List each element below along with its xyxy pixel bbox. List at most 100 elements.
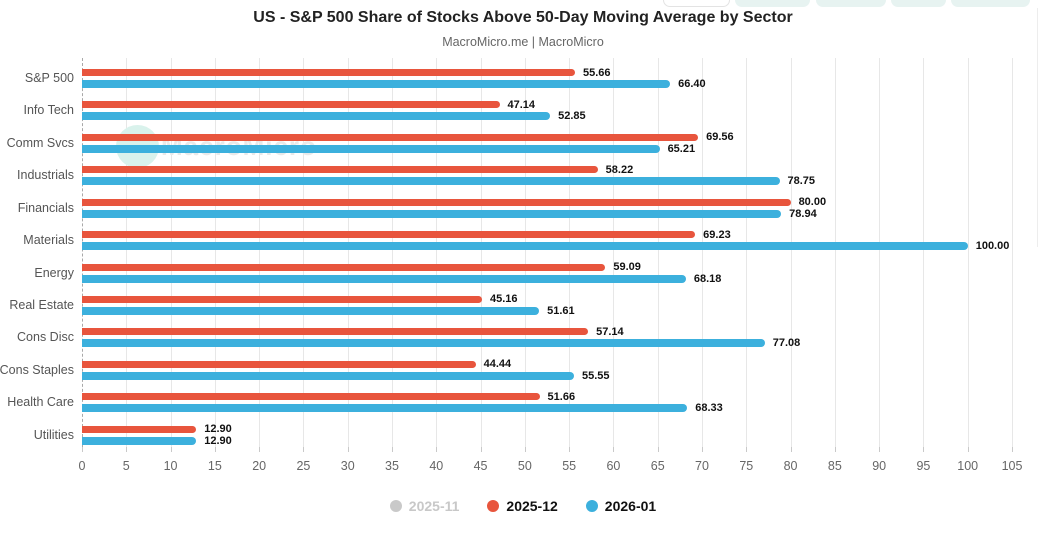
toolbar-button[interactable] <box>951 0 1030 7</box>
bar-2025-12[interactable] <box>82 69 575 76</box>
gridline <box>524 58 526 447</box>
x-tickmark <box>170 447 172 452</box>
x-tickmark <box>436 447 438 452</box>
x-tickmark <box>303 447 305 452</box>
bar-2025-12[interactable] <box>82 231 696 239</box>
x-tickmark <box>126 447 128 452</box>
bar-2025-12[interactable] <box>82 425 197 433</box>
gridline <box>702 58 703 447</box>
bar-2026-01[interactable] <box>82 80 671 88</box>
bar-2025-12[interactable] <box>82 198 791 206</box>
toolbar-button[interactable] <box>891 0 946 7</box>
toolbar-button[interactable] <box>663 0 730 7</box>
bar-value-label: 77.08 <box>772 337 801 350</box>
x-tickmark <box>82 447 83 452</box>
bar-value-label: 47.14 <box>507 98 536 111</box>
chart-title: US - S&P 500 Share of Stocks Above 50-Da… <box>253 9 793 26</box>
x-tick-label: 70 <box>695 459 709 473</box>
gridline <box>347 58 349 447</box>
legend-item-2026-01[interactable]: 2026-01 <box>585 498 656 514</box>
gridline <box>790 58 792 447</box>
bar-2025-12[interactable] <box>82 101 500 109</box>
x-tick-label: 15 <box>207 459 222 473</box>
bar-2025-12[interactable] <box>82 360 476 368</box>
x-tick-label: 100 <box>957 459 979 473</box>
bar-value-label: 69.23 <box>703 228 731 241</box>
legend-item-2025-11[interactable]: 2025-11 <box>389 498 459 514</box>
x-tick-label: 105 <box>1001 459 1023 473</box>
bar-2025-12[interactable] <box>82 166 598 174</box>
x-tickmark <box>790 447 792 452</box>
y-axis-label: Comm Svcs <box>6 135 74 150</box>
gridline <box>834 58 836 447</box>
gridline <box>569 58 571 447</box>
gridline <box>746 58 748 447</box>
x-tickmark <box>214 447 216 452</box>
bar-2026-01[interactable] <box>82 112 551 121</box>
bar-value-label: 45.16 <box>489 293 518 306</box>
bar-value-label: 52.85 <box>558 110 586 123</box>
bar-value-label: 65.21 <box>667 142 696 155</box>
bar-2026-01[interactable] <box>82 404 688 413</box>
bar-2026-01[interactable] <box>82 436 197 445</box>
bar-value-label: 51.66 <box>547 390 576 403</box>
toolbar-button[interactable] <box>735 0 810 7</box>
x-tick-label: 75 <box>739 459 754 473</box>
x-tick-label: 25 <box>296 459 311 473</box>
legend-item-2025-12[interactable]: 2025-12 <box>487 498 558 514</box>
y-axis-label: Cons Disc <box>17 330 74 345</box>
x-tick-label: 65 <box>650 459 665 473</box>
bar-value-label: 55.55 <box>582 369 610 382</box>
y-axis-label: Health Care <box>7 395 74 410</box>
x-tick-label: 60 <box>606 459 621 473</box>
gridline <box>613 58 615 447</box>
bar-2026-01[interactable] <box>82 144 660 153</box>
bar-2026-01[interactable] <box>82 339 765 348</box>
gridline <box>480 58 482 447</box>
x-tickmark <box>746 447 748 452</box>
gridline <box>259 58 261 447</box>
bar-2026-01[interactable] <box>82 209 782 218</box>
bar-2026-01[interactable] <box>82 371 574 380</box>
x-tickmark <box>879 447 881 452</box>
x-tick-label: 55 <box>562 459 577 473</box>
bar-value-label: 12.90 <box>204 423 232 436</box>
bar-2025-12[interactable] <box>82 295 482 303</box>
bar-2025-12[interactable] <box>82 393 540 401</box>
bar-2026-01[interactable] <box>82 274 686 283</box>
x-tickmark <box>524 447 526 452</box>
bar-2026-01[interactable] <box>82 306 540 315</box>
y-axis-label: Real Estate <box>9 297 74 312</box>
bar-2025-12[interactable] <box>82 328 589 336</box>
x-tickmark <box>480 447 482 452</box>
legend-label: 2025-12 <box>506 498 558 514</box>
y-axis-label: Cons Staples <box>0 362 74 377</box>
bar-2026-01[interactable] <box>82 177 780 186</box>
gridline <box>214 58 216 447</box>
gridline <box>303 58 305 447</box>
bar-2025-12[interactable] <box>82 263 606 271</box>
x-tick-label: 10 <box>163 459 178 473</box>
legend: 2025-11 2025-12 2026-01 <box>0 498 1046 514</box>
x-tick-label: 50 <box>517 459 532 473</box>
x-tick-label: 80 <box>783 459 798 473</box>
bar-value-label: 78.75 <box>787 175 816 188</box>
x-tickmark <box>702 447 703 452</box>
x-tickmark <box>613 447 615 452</box>
y-axis-label: Industrials <box>17 168 74 183</box>
scrollbar-track[interactable] <box>1037 8 1038 247</box>
gridline <box>126 58 128 447</box>
toolbar-button[interactable] <box>816 0 886 7</box>
bar-2025-12[interactable] <box>82 133 699 141</box>
x-tickmark <box>259 447 261 452</box>
x-tickmark <box>923 447 925 452</box>
x-tickmark <box>392 447 393 452</box>
x-tick-label: 35 <box>385 459 399 473</box>
x-tickmark <box>347 447 349 452</box>
gridline <box>879 58 881 447</box>
y-axis-line <box>82 58 83 447</box>
x-tickmark <box>967 447 969 452</box>
bar-value-label: 68.33 <box>695 402 723 415</box>
bar-2026-01[interactable] <box>82 242 968 251</box>
y-axis-label: Info Tech <box>23 103 74 118</box>
